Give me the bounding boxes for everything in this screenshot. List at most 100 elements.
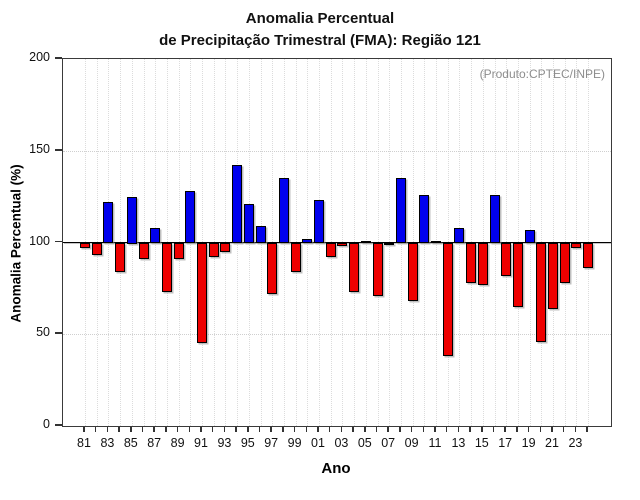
chart-title-block: Anomalia Percentual de Precipitação Trim… bbox=[0, 8, 640, 52]
chart-subtitle: de Precipitação Trimestral (FMA): Região… bbox=[159, 32, 481, 49]
bar-21 bbox=[548, 242, 558, 309]
y-tick-label: 200 bbox=[29, 50, 50, 64]
bar-03 bbox=[337, 242, 348, 247]
horizontal-gridline bbox=[63, 150, 611, 152]
bar-95 bbox=[243, 203, 254, 244]
x-tick-label: 95 bbox=[240, 436, 255, 450]
x-tick bbox=[188, 427, 191, 432]
x-tick bbox=[399, 427, 401, 432]
x-tick bbox=[141, 427, 144, 432]
bar-12 bbox=[442, 242, 453, 357]
x-tick bbox=[539, 427, 542, 432]
bar-06 bbox=[372, 242, 383, 296]
x-tick bbox=[527, 427, 530, 432]
x-tick bbox=[293, 427, 296, 432]
x-tick bbox=[469, 427, 471, 432]
bar-96 bbox=[255, 225, 266, 244]
bar-98 bbox=[278, 178, 289, 244]
bar-22 bbox=[559, 242, 570, 283]
bar-87 bbox=[150, 227, 161, 244]
y-tick bbox=[55, 148, 62, 151]
x-tick-label: 85 bbox=[123, 436, 138, 450]
bar-84 bbox=[115, 242, 126, 272]
bar-10 bbox=[419, 194, 430, 244]
x-tick-label: 81 bbox=[77, 436, 91, 450]
x-tick bbox=[562, 427, 565, 432]
x-tick bbox=[516, 427, 518, 432]
x-tick bbox=[200, 427, 202, 432]
bar-24 bbox=[583, 242, 594, 269]
y-tick-label: 50 bbox=[36, 325, 50, 340]
x-tick-label: 99 bbox=[287, 436, 302, 450]
x-tick bbox=[211, 427, 214, 432]
bar-00 bbox=[302, 238, 313, 244]
bar-18 bbox=[512, 242, 523, 307]
x-tick bbox=[118, 427, 120, 432]
bar-92 bbox=[208, 242, 219, 258]
x-tick bbox=[328, 427, 331, 432]
bar-99 bbox=[290, 242, 301, 272]
bar-82 bbox=[91, 242, 102, 256]
y-tick-label: 0 bbox=[43, 417, 50, 431]
x-tick bbox=[445, 427, 448, 432]
y-tick bbox=[55, 424, 62, 426]
horizontal-gridline bbox=[63, 334, 611, 336]
bar-07 bbox=[384, 242, 395, 245]
bar-01 bbox=[314, 200, 324, 244]
x-tick bbox=[352, 427, 354, 432]
x-tick bbox=[317, 427, 319, 432]
bar-15 bbox=[477, 242, 488, 285]
x-tick bbox=[340, 427, 343, 432]
bar-93 bbox=[220, 242, 231, 252]
x-tick-label: 17 bbox=[498, 436, 513, 450]
y-tick bbox=[55, 332, 62, 335]
y-tick bbox=[55, 240, 62, 243]
x-tick-label: 03 bbox=[334, 436, 349, 450]
bar-85 bbox=[126, 196, 137, 244]
bar-19 bbox=[524, 229, 535, 244]
x-tick bbox=[153, 427, 155, 432]
x-tick-label: 07 bbox=[381, 436, 396, 450]
bar-02 bbox=[325, 242, 336, 258]
x-tick bbox=[375, 427, 378, 432]
plot-inner bbox=[63, 59, 611, 426]
x-tick-label: 11 bbox=[428, 436, 442, 450]
x-tick-label: 91 bbox=[194, 436, 208, 450]
x-tick bbox=[574, 427, 577, 432]
bar-20 bbox=[536, 242, 547, 342]
x-tick bbox=[94, 427, 97, 432]
x-tick-label: 87 bbox=[147, 436, 162, 450]
bar-13 bbox=[454, 227, 465, 244]
x-tick-label: 89 bbox=[170, 436, 185, 450]
y-tick-label: 150 bbox=[29, 141, 50, 156]
x-tick bbox=[223, 427, 226, 432]
y-tick bbox=[55, 57, 62, 59]
plot-area: (Produto:CPTEC/INPE) bbox=[62, 58, 612, 427]
bar-86 bbox=[138, 242, 149, 259]
bar-17 bbox=[501, 242, 512, 276]
x-tick bbox=[492, 427, 495, 432]
baseline-100 bbox=[63, 241, 611, 244]
bar-94 bbox=[232, 165, 243, 244]
x-tick-label: 93 bbox=[217, 436, 232, 450]
x-tick bbox=[422, 427, 425, 432]
x-axis-title: Ano bbox=[321, 460, 351, 477]
x-tick bbox=[410, 427, 413, 432]
bar-11 bbox=[431, 240, 441, 244]
x-tick bbox=[165, 427, 167, 432]
x-tick-label: 97 bbox=[264, 436, 279, 450]
bar-83 bbox=[103, 202, 114, 244]
x-tick bbox=[481, 427, 483, 432]
bar-97 bbox=[267, 242, 278, 294]
x-tick-label: 05 bbox=[357, 436, 372, 450]
x-tick-label: 15 bbox=[474, 436, 489, 450]
bar-81 bbox=[80, 242, 90, 248]
x-tick-label: 19 bbox=[521, 436, 536, 450]
bar-04 bbox=[349, 242, 360, 293]
x-tick bbox=[434, 427, 436, 432]
x-tick bbox=[235, 427, 237, 432]
x-tick bbox=[364, 427, 366, 432]
bar-23 bbox=[571, 242, 582, 248]
x-tick bbox=[106, 427, 109, 432]
bar-05 bbox=[360, 240, 371, 244]
